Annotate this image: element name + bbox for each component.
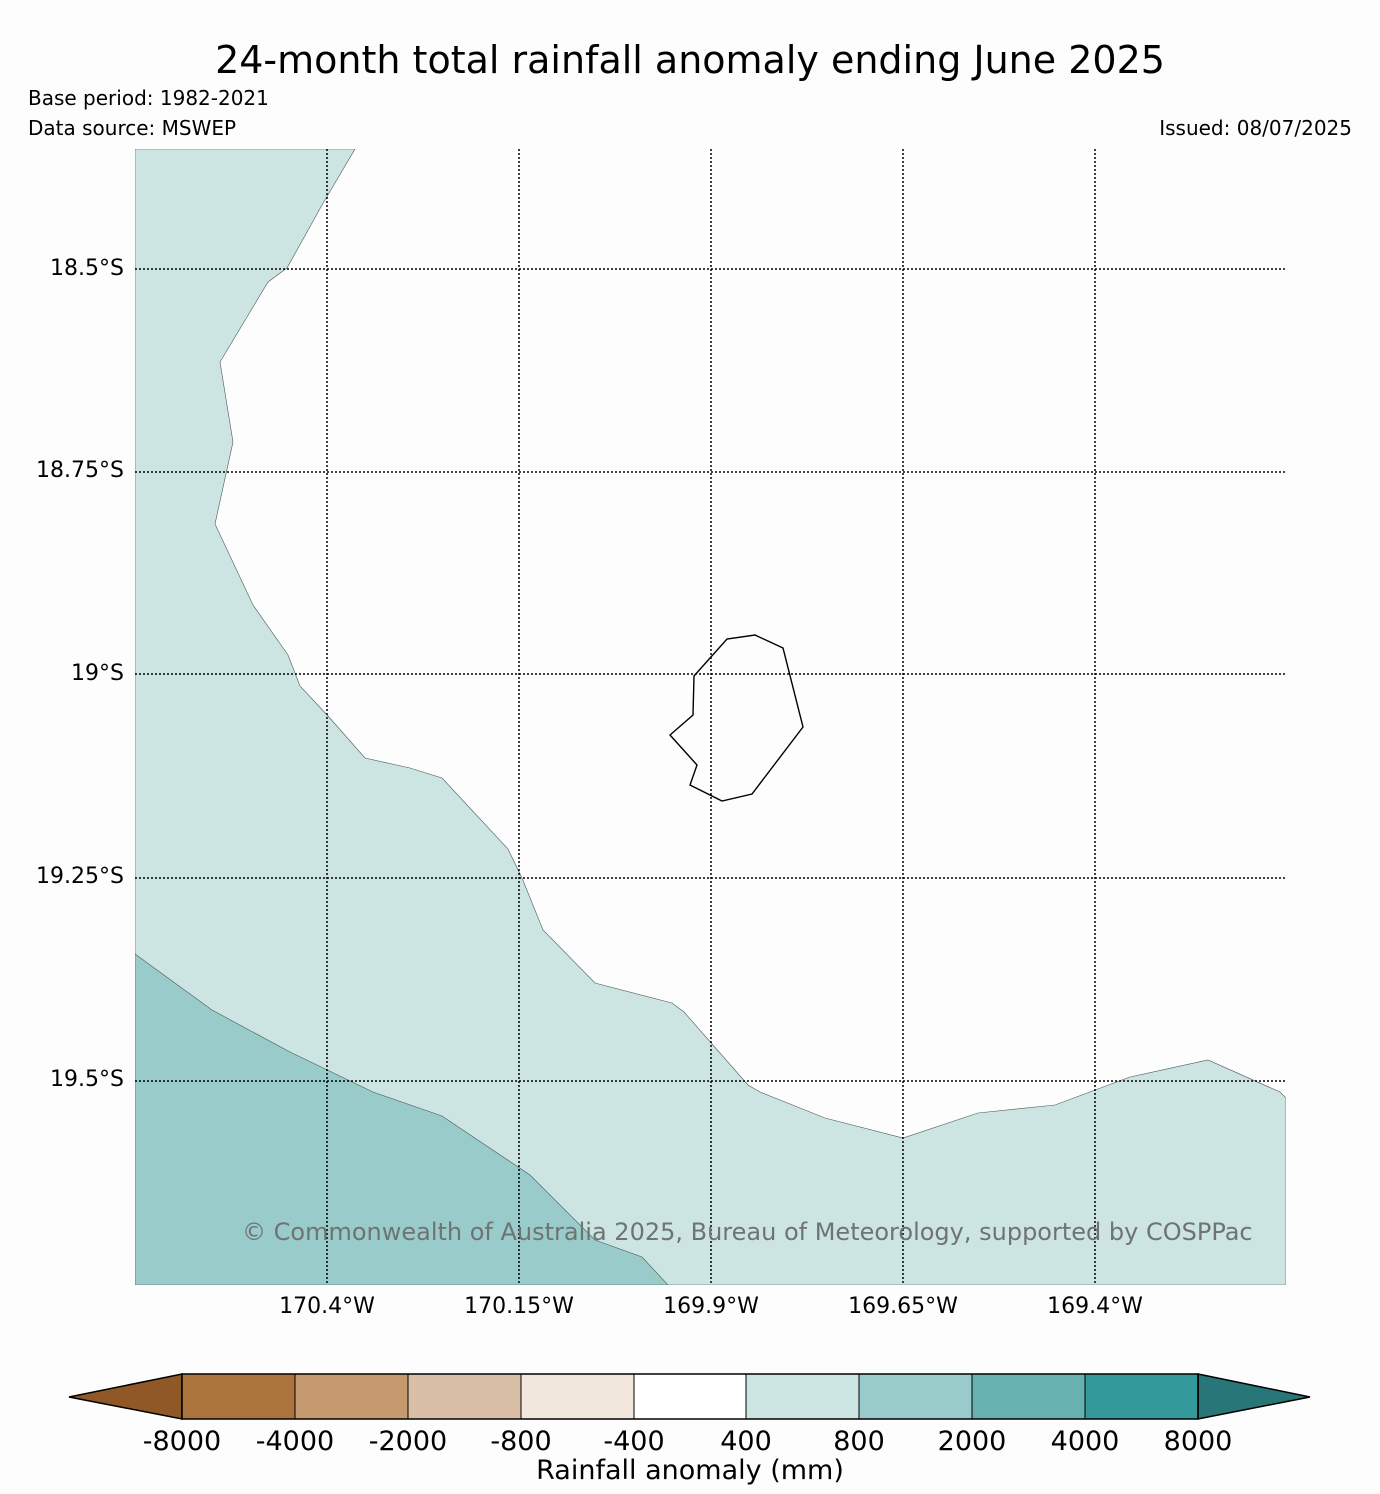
issued-date: Issued: 08/07/2025 <box>1159 116 1352 140</box>
lat-label: 18.75°S <box>36 458 124 483</box>
colorbar-extend-low <box>68 1373 183 1420</box>
island-outline <box>669 634 804 802</box>
lon-label: 170.4°W <box>279 1294 375 1319</box>
colorbar-tick: 8000 <box>1163 1426 1233 1457</box>
colorbar-tick: 4000 <box>1050 1426 1120 1457</box>
lat-label: 19°S <box>71 661 124 686</box>
colorbar-swatch <box>408 1374 521 1419</box>
anomaly-band-400-800 <box>135 149 1286 1285</box>
colorbar-tick: -2000 <box>368 1426 448 1457</box>
base-period: Base period: 1982-2021 <box>28 86 269 110</box>
lon-label: 170.15°W <box>464 1294 574 1319</box>
map-title: 24-month total rainfall anomaly ending J… <box>215 38 1165 82</box>
anomaly-band-800-2000 <box>135 953 669 1285</box>
lat-label: 18.5°S <box>50 256 124 281</box>
colorbar <box>68 1373 1311 1420</box>
colorbar-tick: -4000 <box>255 1426 335 1457</box>
colorbar-swatch <box>746 1374 859 1419</box>
colorbar-swatch <box>521 1374 634 1419</box>
map-gridlines <box>135 149 1286 1285</box>
data-source: Data source: MSWEP <box>28 116 237 140</box>
colorbar-tick: 800 <box>833 1426 885 1457</box>
colorbar-swatch <box>295 1374 408 1419</box>
colorbar-swatch <box>1085 1374 1198 1419</box>
colorbar-tick: 400 <box>720 1426 772 1457</box>
colorbar-swatch <box>972 1374 1085 1419</box>
colorbar-tick: -800 <box>490 1426 552 1457</box>
colorbar-swatch <box>182 1374 295 1419</box>
colorbar-tick: 2000 <box>937 1426 1007 1457</box>
lon-label: 169.65°W <box>848 1294 958 1319</box>
lat-label: 19.25°S <box>36 864 124 889</box>
copyright-notice: © Commonwealth of Australia 2025, Bureau… <box>242 1218 1253 1246</box>
colorbar-swatch <box>634 1374 746 1419</box>
colorbar-label: Rainfall anomaly (mm) <box>536 1455 844 1486</box>
colorbar-tick: -400 <box>603 1426 665 1457</box>
colorbar-tick: -8000 <box>142 1426 222 1457</box>
colorbar-swatch <box>859 1374 972 1419</box>
lon-label: 169.4°W <box>1047 1294 1143 1319</box>
lat-label: 19.5°S <box>50 1067 124 1092</box>
colorbar-extend-high <box>1197 1373 1311 1420</box>
lon-label: 169.9°W <box>663 1294 759 1319</box>
